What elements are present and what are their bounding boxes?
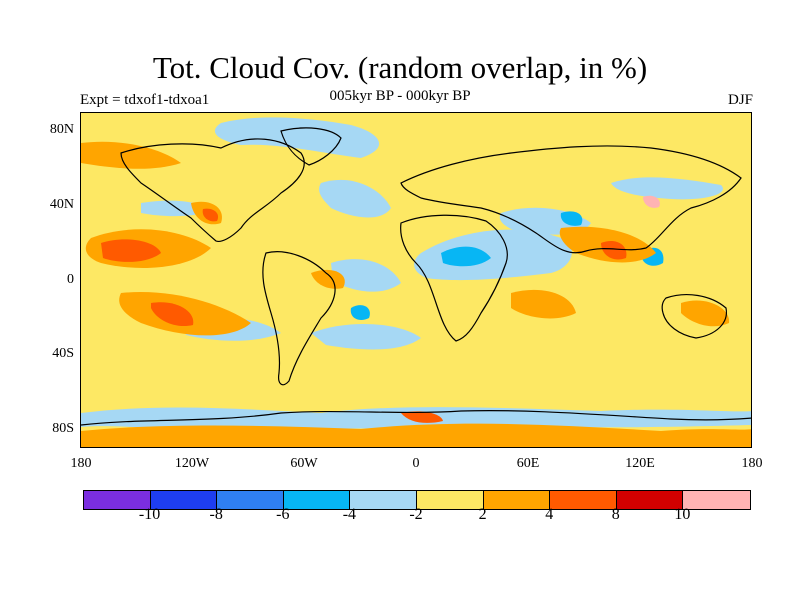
- colorbar-swatch: [616, 491, 684, 509]
- x-tick-label: 180: [741, 456, 763, 471]
- southern-atlantic-negative-region: [311, 323, 421, 350]
- colorbar-label: -6: [276, 506, 290, 523]
- indian-ocean-negative-core: [560, 211, 583, 226]
- x-tick-label: 60W: [290, 456, 318, 471]
- colorbar-swatch: [416, 491, 484, 509]
- colorbar-swatch: [483, 491, 551, 509]
- colorbar-swatch: [84, 491, 151, 509]
- x-tick-label: 120W: [174, 456, 210, 471]
- greenland-coast: [280, 127, 342, 166]
- y-tick-label: 80N: [49, 122, 74, 137]
- colorbar-swatch: [550, 491, 617, 509]
- colorbar-label: -4: [342, 506, 357, 523]
- australia-positive-region: [681, 300, 730, 327]
- experiment-label: Expt = tdxof1-tdxoa1: [80, 92, 210, 108]
- eurasia-coast: [400, 145, 742, 254]
- y-tick-label: 0: [67, 272, 74, 287]
- indian-ocean-positive-region: [511, 289, 576, 319]
- colorbar-label: 8: [611, 506, 620, 523]
- colorbar-label: 2: [478, 506, 487, 523]
- southeast-asia-positive-core: [601, 240, 627, 260]
- east-atlantic-positive-region: [311, 269, 345, 289]
- north-america-coast: [120, 138, 305, 243]
- southern-ocean-positive-core: [401, 411, 443, 423]
- pacific-negative-region: [611, 177, 723, 200]
- south-america-coast: [262, 251, 336, 386]
- central-pacific-positive-core: [101, 239, 161, 262]
- x-tick-label: 60E: [516, 456, 540, 471]
- map-plot-area: [80, 112, 752, 448]
- colorbar-swatch: [150, 491, 218, 509]
- positive-extreme-regions: [643, 195, 660, 208]
- colorbar-swatch: [683, 491, 750, 509]
- colorbar-label: -10: [138, 506, 161, 523]
- africa-coast: [400, 214, 508, 342]
- x-tick-label: 0: [412, 456, 420, 471]
- colorbar-label: -2: [409, 506, 423, 523]
- colorbar-label: -8: [209, 506, 223, 523]
- map-title: Tot. Cloud Cov. (random overlap, in %): [152, 50, 648, 85]
- north-atlantic-negative-region: [319, 179, 391, 218]
- coastlines: [81, 127, 751, 426]
- map-svg: [81, 117, 751, 447]
- north-atlantic-positive-core: [202, 208, 219, 222]
- negative-weak-regions: [81, 117, 751, 429]
- atlantic-equatorial-negative-region: [331, 259, 401, 292]
- colorbar: [83, 490, 751, 510]
- africa-negative-band: [414, 229, 572, 281]
- y-tick-label: 40S: [52, 346, 74, 361]
- season-label: DJF: [727, 92, 753, 108]
- antarctic-coast-positive-band: [81, 423, 751, 447]
- x-tick-label: 120E: [625, 456, 655, 471]
- east-asia-extreme-spot: [643, 195, 660, 208]
- atlantic-negative-core: [350, 305, 370, 320]
- map-subtitle: 005kyr BP - 000kyr BP: [329, 88, 471, 104]
- arctic-negative-region: [214, 117, 380, 158]
- west-africa-negative-core: [441, 246, 491, 267]
- antarctica-coast: [81, 410, 751, 426]
- south-pacific-positive-core: [151, 302, 194, 327]
- colorbar-swatch: [350, 491, 417, 509]
- colorbar-label: 10: [674, 506, 691, 523]
- australia-coast: [661, 293, 727, 339]
- positive-strong-regions: [101, 208, 627, 423]
- colorbar-swatch: [217, 491, 284, 509]
- north-pacific-positive-region: [81, 141, 181, 169]
- y-tick-label: 40N: [49, 197, 74, 212]
- x-tick-label: 180: [70, 456, 92, 471]
- y-tick-label: 80S: [52, 421, 74, 436]
- colorbar-label: 4: [545, 506, 554, 523]
- colorbar-swatch: [283, 491, 351, 509]
